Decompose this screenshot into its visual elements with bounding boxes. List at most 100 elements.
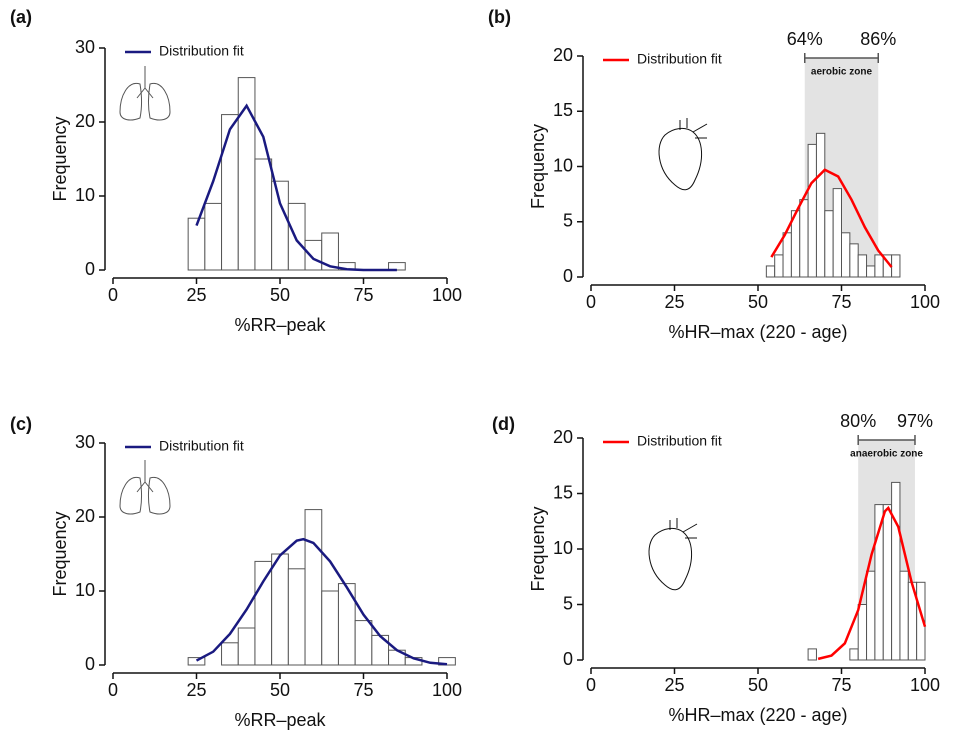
histogram-bar bbox=[891, 481, 901, 661]
zone-end-label: 97% bbox=[897, 411, 933, 431]
fit-curve bbox=[195, 537, 448, 666]
zone-label: aerobic zone bbox=[811, 67, 873, 78]
legend-label: Distribution fit bbox=[159, 43, 244, 59]
histogram-bar bbox=[438, 657, 456, 666]
histogram-bar bbox=[857, 254, 868, 278]
histogram-bar bbox=[204, 202, 223, 271]
x-tick-label: 50 bbox=[748, 292, 768, 312]
histogram-bar bbox=[304, 239, 323, 271]
zone-end-label: 86% bbox=[860, 29, 896, 49]
histogram-bar bbox=[254, 158, 273, 271]
lungs-icon bbox=[119, 66, 171, 121]
y-axis-label: Frequency bbox=[528, 124, 548, 209]
y-tick-label: 10 bbox=[75, 185, 95, 205]
histogram-bar bbox=[866, 570, 876, 661]
y-tick-label: 10 bbox=[75, 580, 95, 600]
x-tick-label: 50 bbox=[270, 680, 290, 700]
x-tick-label: 50 bbox=[270, 285, 290, 305]
y-tick-label: 10 bbox=[553, 155, 573, 175]
fit-curve bbox=[770, 168, 893, 268]
histogram-bar bbox=[899, 570, 909, 661]
histogram-bar bbox=[237, 627, 256, 666]
lungs-icon bbox=[119, 460, 171, 515]
histogram-bar bbox=[874, 254, 884, 278]
histogram-bar bbox=[254, 560, 273, 666]
x-tick-label: 50 bbox=[748, 675, 768, 695]
histogram-bar bbox=[187, 657, 206, 666]
y-axis-label: Frequency bbox=[50, 116, 70, 201]
x-tick-label: 75 bbox=[831, 292, 851, 312]
x-tick-label: 75 bbox=[353, 285, 373, 305]
histogram-bar bbox=[849, 243, 859, 278]
histogram-bar bbox=[882, 504, 893, 661]
histogram-bar bbox=[321, 232, 339, 271]
histogram-bar bbox=[187, 217, 206, 271]
zone-start-label: 80% bbox=[840, 411, 876, 431]
x-tick-label: 0 bbox=[586, 292, 596, 312]
y-tick-label: 20 bbox=[553, 45, 573, 65]
histogram-bar bbox=[916, 581, 926, 661]
panel-label: (c) bbox=[10, 414, 32, 434]
heart-icon bbox=[648, 518, 698, 591]
y-tick-label: 30 bbox=[75, 37, 95, 57]
histogram-bar bbox=[287, 568, 306, 666]
histogram-bar bbox=[824, 210, 834, 278]
histogram-bar bbox=[799, 199, 809, 278]
y-tick-label: 30 bbox=[75, 432, 95, 452]
y-tick-label: 0 bbox=[563, 266, 573, 286]
y-axis-label: Frequency bbox=[528, 506, 548, 591]
y-tick-label: 20 bbox=[75, 111, 95, 131]
legend-label: Distribution fit bbox=[159, 438, 244, 454]
x-tick-label: 100 bbox=[910, 675, 940, 695]
fit-curve bbox=[817, 505, 927, 661]
histogram-bar bbox=[287, 202, 306, 271]
x-tick-label: 25 bbox=[664, 292, 684, 312]
fit-curve bbox=[195, 103, 397, 272]
histogram-bar bbox=[354, 620, 373, 666]
x-axis-label: %HR–max (220 - age) bbox=[668, 705, 847, 725]
histogram-bar bbox=[304, 509, 323, 666]
y-tick-label: 0 bbox=[85, 654, 95, 674]
y-tick-label: 0 bbox=[85, 259, 95, 279]
x-axis-label: %HR–max (220 - age) bbox=[668, 322, 847, 342]
histogram-bar bbox=[807, 648, 817, 661]
legend-label: Distribution fit bbox=[637, 433, 722, 449]
histogram-bar bbox=[891, 254, 901, 278]
histogram-bar bbox=[849, 648, 859, 661]
legend-label: Distribution fit bbox=[637, 51, 722, 67]
x-axis-label: %RR–peak bbox=[234, 315, 326, 335]
histogram-bar bbox=[774, 254, 784, 278]
histogram-bar bbox=[221, 114, 239, 271]
histogram-bar bbox=[857, 604, 868, 661]
panel-label: (b) bbox=[488, 7, 511, 27]
x-tick-label: 0 bbox=[586, 675, 596, 695]
zone-start-label: 64% bbox=[787, 29, 823, 49]
panel-label: (d) bbox=[492, 414, 515, 434]
y-tick-label: 20 bbox=[553, 427, 573, 447]
histogram-bar bbox=[765, 265, 776, 278]
heart-icon bbox=[658, 118, 708, 191]
y-tick-label: 5 bbox=[563, 211, 573, 231]
histogram-bar bbox=[271, 180, 289, 271]
x-tick-label: 75 bbox=[353, 680, 373, 700]
y-axis-label: Frequency bbox=[50, 511, 70, 596]
zone-label: anaerobic zone bbox=[850, 449, 923, 460]
y-tick-label: 0 bbox=[563, 649, 573, 669]
x-tick-label: 25 bbox=[664, 675, 684, 695]
x-tick-label: 100 bbox=[910, 292, 940, 312]
histogram-bar bbox=[221, 642, 239, 666]
x-tick-label: 25 bbox=[186, 285, 206, 305]
x-tick-label: 0 bbox=[108, 680, 118, 700]
y-tick-label: 5 bbox=[563, 593, 573, 613]
histogram-bar bbox=[841, 232, 851, 278]
x-tick-label: 25 bbox=[186, 680, 206, 700]
histogram-bar bbox=[832, 188, 843, 278]
x-tick-label: 100 bbox=[432, 285, 462, 305]
histogram-bar bbox=[321, 590, 339, 666]
x-tick-label: 100 bbox=[432, 680, 462, 700]
x-tick-label: 0 bbox=[108, 285, 118, 305]
histogram-bar bbox=[866, 265, 876, 278]
histogram-bar bbox=[807, 143, 817, 278]
y-tick-label: 10 bbox=[553, 538, 573, 558]
y-tick-label: 15 bbox=[553, 482, 573, 502]
